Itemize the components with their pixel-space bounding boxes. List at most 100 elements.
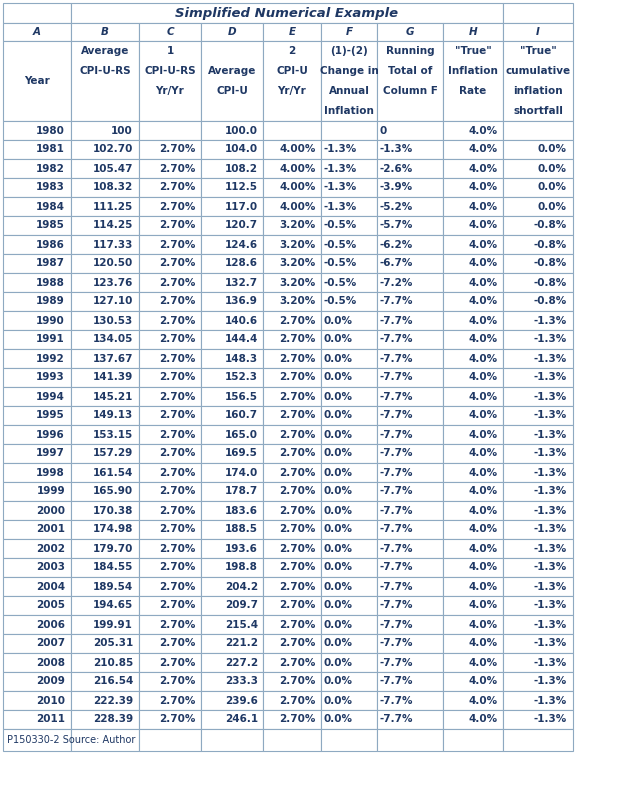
Bar [263,520,321,539]
Text: 233.3: 233.3 [225,676,258,687]
Bar [3,596,71,615]
Bar [443,121,503,140]
Bar [263,330,321,349]
Bar [263,596,321,615]
Bar [71,235,139,254]
Text: 149.13: 149.13 [93,411,133,420]
Bar [139,197,201,216]
Bar [201,463,263,482]
Text: 141.39: 141.39 [93,373,133,382]
Text: -0.8%: -0.8% [534,278,567,288]
Text: 165.0: 165.0 [225,430,258,439]
Text: -7.7%: -7.7% [380,468,414,477]
Text: 2.70%: 2.70% [159,182,196,193]
Bar [263,121,321,140]
Text: 0.0%: 0.0% [324,638,353,649]
Text: 104.0: 104.0 [225,144,258,155]
Text: 0.0%: 0.0% [324,714,353,725]
Text: -7.7%: -7.7% [380,619,414,630]
Bar [443,159,503,178]
Text: P150330-2 Source: Author: P150330-2 Source: Author [7,735,135,745]
Bar [443,41,503,121]
Text: Running: Running [386,46,435,56]
Bar [377,140,443,159]
Text: 4.00%: 4.00% [280,163,316,174]
Bar [503,140,573,159]
Text: H: H [469,27,477,37]
Bar [443,710,503,729]
Text: 4.0%: 4.0% [469,201,498,212]
Text: 4.0%: 4.0% [469,392,498,401]
Text: 4.0%: 4.0% [469,411,498,420]
Bar [71,178,139,197]
Bar [3,235,71,254]
Bar [263,482,321,501]
Text: 0.0%: 0.0% [324,505,353,515]
Text: 4.0%: 4.0% [469,354,498,363]
Bar [377,330,443,349]
Text: 0.0%: 0.0% [324,524,353,534]
Text: 205.31: 205.31 [93,638,133,649]
Bar [201,653,263,672]
Bar [377,23,443,41]
Bar [503,368,573,387]
Bar [201,425,263,444]
Text: 2.70%: 2.70% [159,600,196,611]
Text: 4.00%: 4.00% [280,201,316,212]
Bar [201,558,263,577]
Bar [503,539,573,558]
Text: 2.70%: 2.70% [280,411,316,420]
Bar [377,121,443,140]
Text: -1.3%: -1.3% [324,182,357,193]
Text: Average: Average [81,46,129,56]
Bar [3,653,71,672]
Text: 144.4: 144.4 [224,335,258,344]
Text: -7.7%: -7.7% [380,676,414,687]
Text: Column F: Column F [383,86,438,96]
Text: 105.47: 105.47 [92,163,133,174]
Bar [321,558,377,577]
Bar [443,349,503,368]
Bar [201,235,263,254]
Bar [321,615,377,634]
Bar [263,368,321,387]
Text: 0.0%: 0.0% [324,619,353,630]
Bar [71,482,139,501]
Bar [443,729,503,751]
Text: -1.3%: -1.3% [324,163,357,174]
Bar [321,140,377,159]
Text: 4.0%: 4.0% [469,600,498,611]
Text: 178.7: 178.7 [224,486,258,496]
Bar [71,710,139,729]
Text: 221.2: 221.2 [225,638,258,649]
Text: 2.70%: 2.70% [280,657,316,668]
Bar [503,501,573,520]
Bar [71,197,139,216]
Bar [263,273,321,292]
Bar [443,653,503,672]
Text: 183.6: 183.6 [225,505,258,515]
Text: -7.7%: -7.7% [380,316,414,325]
Bar [503,3,573,23]
Bar [321,539,377,558]
Bar [377,387,443,406]
Bar [139,140,201,159]
Text: -1.3%: -1.3% [534,486,567,496]
Bar [443,406,503,425]
Bar [443,23,503,41]
Bar [3,729,71,751]
Bar [321,577,377,596]
Text: -1.3%: -1.3% [534,430,567,439]
Text: 1989: 1989 [36,297,65,307]
Text: D: D [228,27,236,37]
Text: 209.7: 209.7 [225,600,258,611]
Bar [443,444,503,463]
Bar [503,292,573,311]
Bar [139,634,201,653]
Bar [321,41,377,121]
Text: 2.70%: 2.70% [159,714,196,725]
Bar [263,197,321,216]
Text: CPI-U-RS: CPI-U-RS [144,66,196,76]
Bar [3,634,71,653]
Text: -7.7%: -7.7% [380,354,414,363]
